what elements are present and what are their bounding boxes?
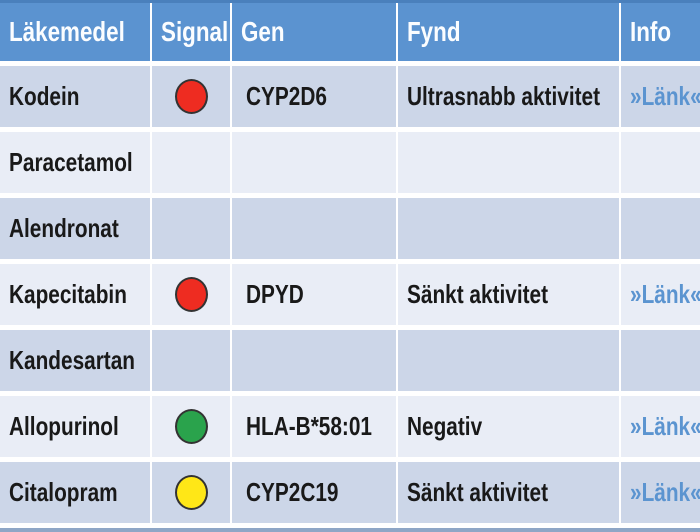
table-row-kapecitabin: Kapecitabin DPYD Sänkt aktivitet »Länk« [0,264,700,325]
signal-cell [152,462,230,523]
fynd-cell: Sänkt aktivitet [398,462,619,523]
table-row-citalopram: Citalopram CYP2C19 Sänkt aktivitet »Länk… [0,462,700,523]
signal-cell [152,132,230,193]
finding-text: Ultrasnabb aktivitet [407,81,601,111]
fynd-cell [398,198,619,259]
signal-cell [152,66,230,127]
gene-name: CYP2D6 [246,81,327,111]
table-bottom-edge [0,528,700,532]
signal-dot-icon [174,79,208,114]
gen-cell: CYP2D6 [232,66,396,127]
signal-dot-icon [174,409,208,444]
drug-cell: Alendronat [0,198,150,259]
info-cell: »Länk« [621,264,700,325]
drug-name: Allopurinol [9,411,119,441]
table-row-kodein: Kodein CYP2D6 Ultrasnabb aktivitet »Länk… [0,66,700,127]
table-row-kandesartan: Kandesartan [0,330,700,391]
drug-cell: Paracetamol [0,132,150,193]
table-row-allopurinol: Allopurinol HLA-B*58:01 Negativ »Länk« [0,396,700,457]
signal-cell [152,198,230,259]
info-link[interactable]: »Länk« [630,411,700,441]
table-header-row: Läkemedel Signal Gen Fynd Info [0,3,700,61]
info-cell: »Länk« [621,66,700,127]
col-header-label: Gen [241,16,285,47]
fynd-cell: Sänkt aktivitet [398,264,619,325]
info-link[interactable]: »Länk« [630,81,700,111]
drug-cell: Kapecitabin [0,264,150,325]
drug-name: Kapecitabin [9,279,127,309]
info-cell [621,330,700,391]
fynd-cell: Ultrasnabb aktivitet [398,66,619,127]
gen-cell: HLA-B*58:01 [232,396,396,457]
info-cell [621,198,700,259]
signal-dot-icon [174,475,208,510]
signal-cell [152,330,230,391]
fynd-cell [398,330,619,391]
gen-cell: DPYD [232,264,396,325]
drug-cell: Allopurinol [0,396,150,457]
col-header-label: Fynd [407,16,461,47]
table-top-edge [0,0,700,3]
col-header-fynd: Fynd [398,3,619,61]
finding-text: Negativ [407,411,483,441]
gene-name: DPYD [246,279,304,309]
fynd-cell: Negativ [398,396,619,457]
col-header-gen: Gen [232,3,396,61]
col-header-signal: Signal [152,3,230,61]
col-header-label: Signal [161,16,229,47]
info-cell: »Länk« [621,396,700,457]
gene-name: CYP2C19 [246,477,339,507]
gen-cell [232,198,396,259]
gen-cell [232,330,396,391]
gen-cell: CYP2C19 [232,462,396,523]
signal-cell [152,264,230,325]
drug-cell: Citalopram [0,462,150,523]
col-header-info: Info [621,3,700,61]
table-row-paracetamol: Paracetamol [0,132,700,193]
drug-name: Alendronat [9,213,119,243]
finding-text: Sänkt aktivitet [407,279,549,309]
fynd-cell [398,132,619,193]
info-link[interactable]: »Länk« [630,279,700,309]
drug-name: Kandesartan [9,345,135,375]
finding-text: Sänkt aktivitet [407,477,549,507]
gen-cell [232,132,396,193]
signal-dot-icon [174,277,208,312]
info-cell: »Länk« [621,462,700,523]
drug-cell: Kandesartan [0,330,150,391]
col-header-label: Info [630,16,672,47]
drug-name: Citalopram [9,477,118,507]
info-cell [621,132,700,193]
col-header-lakemedel: Läkemedel [0,3,150,61]
table-row-alendronat: Alendronat [0,198,700,259]
drug-cell: Kodein [0,66,150,127]
gene-name: HLA-B*58:01 [246,411,372,441]
signal-cell [152,396,230,457]
drug-name: Kodein [9,81,80,111]
info-link[interactable]: »Länk« [630,477,700,507]
drug-name: Paracetamol [9,147,133,177]
col-header-label: Läkemedel [9,16,125,47]
